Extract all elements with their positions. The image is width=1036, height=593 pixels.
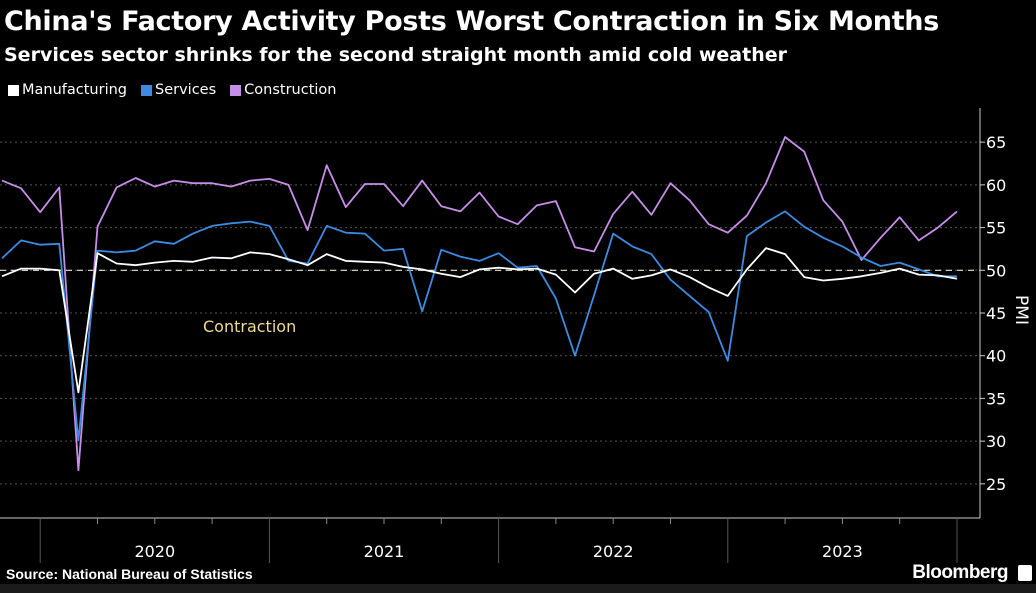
legend-label: Services xyxy=(155,82,217,98)
x-tick-label: 2021 xyxy=(364,542,405,561)
y-tick-label: 35 xyxy=(986,389,1006,408)
legend-swatch xyxy=(230,84,242,96)
y-tick-label: 45 xyxy=(986,304,1006,323)
y-tick-label: 65 xyxy=(986,133,1006,152)
x-tick-label: 2020 xyxy=(134,542,175,561)
y-tick-label: 40 xyxy=(986,347,1006,366)
y-tick-label: 30 xyxy=(986,432,1006,451)
legend-item-construction: Construction xyxy=(230,82,336,98)
series-line-services xyxy=(1,210,957,442)
series-line-manufacturing xyxy=(1,247,958,394)
source-note: Source: National Bureau of Statistics xyxy=(6,566,253,582)
y-tick-label: 55 xyxy=(986,219,1006,238)
x-tick-label: 2023 xyxy=(822,542,863,561)
bloomberg-logo: Bloomberg xyxy=(912,562,1008,583)
y-axis-label: PMI xyxy=(1011,295,1031,325)
y-tick-label: 50 xyxy=(986,261,1006,280)
chart-subtitle: Services sector shrinks for the second s… xyxy=(4,44,787,66)
footer-strip xyxy=(0,584,1036,593)
x-tick-label: 2022 xyxy=(593,542,634,561)
contraction-annotation: Contraction xyxy=(203,317,296,336)
legend-swatch xyxy=(8,84,19,96)
series-line-construction xyxy=(1,136,958,472)
y-tick-label: 25 xyxy=(986,475,1006,494)
legend-label: Manufacturing xyxy=(22,82,127,98)
chart-title: China's Factory Activity Posts Worst Con… xyxy=(4,6,939,37)
legend-item-services: Services xyxy=(141,82,216,98)
bloomberg-icon xyxy=(1018,565,1032,581)
legend-swatch xyxy=(141,84,152,96)
legend-item-manufacturing: Manufacturing xyxy=(8,82,127,98)
y-tick-label: 60 xyxy=(986,176,1006,195)
legend: Manufacturing Services Construction xyxy=(8,82,336,98)
legend-label: Construction xyxy=(244,82,337,98)
